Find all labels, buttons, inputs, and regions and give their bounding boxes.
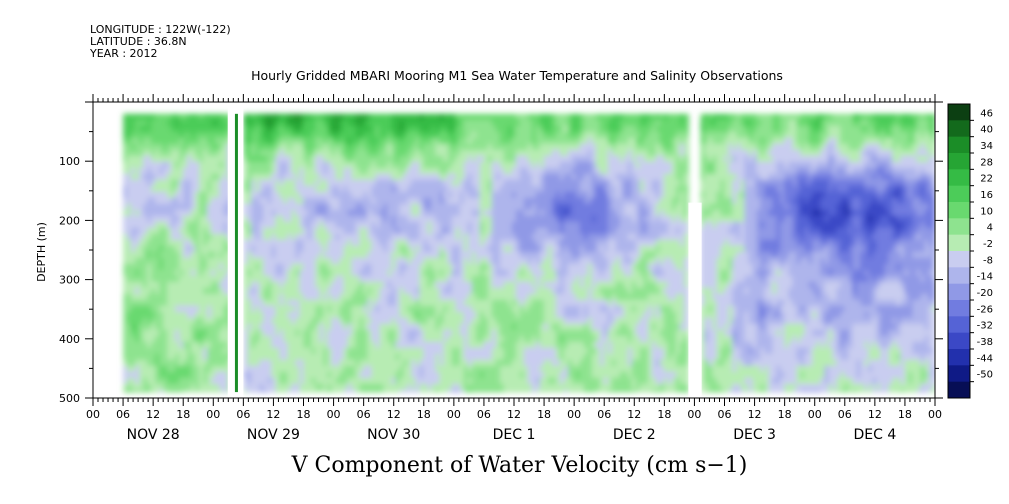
- x-hour-tick-label: 18: [657, 408, 671, 421]
- heatmap-field: [123, 102, 935, 398]
- colorbar-label: -8: [983, 255, 993, 266]
- x-day-label: NOV 28: [127, 427, 180, 443]
- colorbar-label: 34: [980, 141, 993, 152]
- x-day-label: NOV 29: [247, 427, 300, 443]
- y-tick-label: 200: [59, 214, 80, 227]
- colorbar-swatch: [948, 104, 970, 121]
- colorbar-swatch: [948, 300, 970, 317]
- colorbar-label: -2: [983, 239, 993, 250]
- colorbar-swatch: [948, 251, 970, 268]
- colorbar-label: 16: [980, 190, 993, 201]
- colorbar-swatch: [948, 365, 970, 383]
- colorbar-label: -14: [977, 272, 993, 283]
- x-hour-tick-label: 00: [86, 408, 100, 421]
- x-hour-tick-label: 06: [477, 408, 491, 421]
- x-hour-tick-label: 12: [146, 408, 160, 421]
- x-day-label: DEC 2: [613, 427, 656, 443]
- axes: 00 06 12 18 00 06 12 18 00 06 12 18 00 06 12 18 00 06 12 18…: [59, 94, 943, 443]
- data-gap: [688, 202, 702, 398]
- colorbar-swatch: [948, 234, 970, 252]
- y-tick-label: 400: [59, 333, 80, 346]
- colorbar-swatch: [948, 283, 970, 301]
- x-hour-tick-label: 06: [236, 408, 250, 421]
- colorbar-label: 4: [987, 223, 993, 234]
- x-hour-tick-label: 12: [507, 408, 521, 421]
- colorbar-label: -50: [977, 370, 993, 381]
- colorbar-swatch: [948, 202, 970, 219]
- year-label: YEAR : 2012: [90, 47, 158, 60]
- colorbar-label: 10: [980, 206, 993, 217]
- x-hour-tick-label: 18: [898, 408, 912, 421]
- x-day-label: DEC 4: [853, 427, 896, 443]
- x-hour-tick-label: 18: [537, 408, 551, 421]
- colorbar-label: -44: [977, 353, 993, 364]
- x-hour-tick-label: 06: [838, 408, 852, 421]
- y-tick-label: 500: [59, 392, 80, 405]
- heatmap-cells: [123, 113, 935, 393]
- colorbar-label: 40: [980, 125, 993, 136]
- x-hour-tick-label: 06: [597, 408, 611, 421]
- data-strip: [234, 113, 238, 393]
- x-hour-tick-label: 18: [778, 408, 792, 421]
- colorbar-label: -20: [977, 288, 993, 299]
- x-hour-tick-label: 00: [928, 408, 942, 421]
- colorbar-swatch: [948, 136, 970, 154]
- colorbar-label: 22: [980, 174, 993, 185]
- data-gap: [237, 102, 244, 398]
- colorbar-swatch: [948, 169, 970, 187]
- colorbar-swatch: [948, 349, 970, 366]
- x-hour-tick-label: 18: [417, 408, 431, 421]
- variable-title: V Component of Water Velocity (cm s−1): [291, 453, 748, 478]
- x-hour-tick-label: 00: [206, 408, 220, 421]
- colorbar-swatch: [948, 316, 970, 334]
- chart-title: Hourly Gridded MBARI Mooring M1 Sea Wate…: [251, 68, 783, 83]
- x-hour-tick-label: 12: [627, 408, 641, 421]
- x-hour-tick-label: 06: [116, 408, 130, 421]
- colorbar-swatch: [948, 381, 970, 399]
- colorbar-label: -32: [977, 321, 993, 332]
- x-hour-tick-label: 06: [718, 408, 732, 421]
- colorbar: 46 40 34 28 22 16 10 4 -2 -8 -14 -20 -26 -32 -38 -44 -50: [947, 103, 993, 399]
- x-hour-tick-label: 12: [868, 408, 882, 421]
- x-hour-tick-label: 00: [808, 408, 822, 421]
- colorbar-swatch: [948, 120, 970, 138]
- x-hour-tick-label: 12: [266, 408, 280, 421]
- colorbar-label: -38: [977, 337, 993, 348]
- y-axis-label: DEPTH (m): [35, 222, 48, 282]
- x-day-label: DEC 1: [493, 427, 536, 443]
- data-gap: [227, 102, 238, 398]
- colorbar-swatch: [948, 185, 970, 203]
- x-hour-tick-label: 18: [176, 408, 190, 421]
- colorbar-label: 46: [980, 108, 993, 119]
- colorbar-swatch: [948, 267, 970, 285]
- x-hour-tick-label: 06: [357, 408, 371, 421]
- x-hour-tick-label: 00: [567, 408, 581, 421]
- colorbar-swatch: [948, 153, 970, 170]
- y-tick-label: 300: [59, 274, 80, 287]
- x-hour-tick-label: 00: [327, 408, 341, 421]
- colorbar-swatch: [948, 332, 970, 350]
- x-hour-tick-label: 00: [687, 408, 701, 421]
- x-hour-tick-label: 18: [297, 408, 311, 421]
- x-hour-tick-label: 12: [748, 408, 762, 421]
- x-hour-tick-label: 12: [387, 408, 401, 421]
- latitude-label: LATITUDE : 36.8N: [90, 35, 187, 48]
- metadata-block: LONGITUDE : 122W(-122) LATITUDE : 36.8N …: [90, 24, 231, 60]
- colorbar-swatch: [948, 218, 970, 236]
- x-hour-tick-label: 00: [447, 408, 461, 421]
- longitude-label: LONGITUDE : 122W(-122): [90, 23, 231, 36]
- x-day-label: DEC 3: [733, 427, 776, 443]
- x-day-label: NOV 30: [367, 427, 420, 443]
- colorbar-label: -26: [977, 304, 993, 315]
- colorbar-label: 28: [980, 157, 993, 168]
- y-tick-label: 100: [59, 155, 80, 168]
